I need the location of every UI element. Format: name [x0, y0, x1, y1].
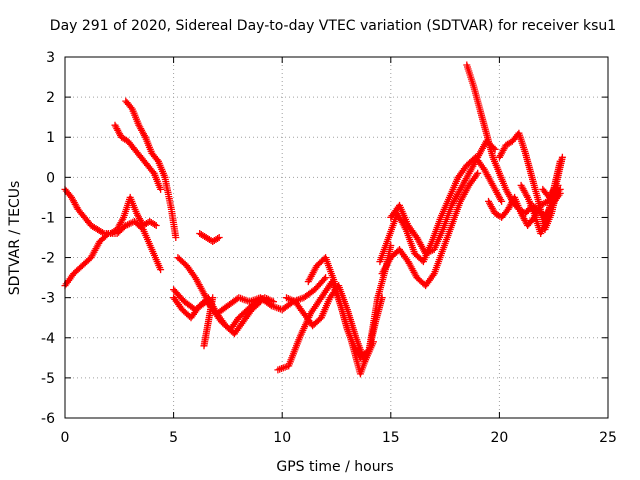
series-arc-4 — [122, 97, 180, 241]
x-tick-label: 15 — [382, 430, 400, 446]
y-tick-label: -4 — [41, 331, 55, 347]
series-arc-15 — [387, 137, 499, 257]
y-tick-label: -2 — [41, 251, 55, 267]
series-arc-14 — [378, 169, 482, 290]
x-tick-label: 0 — [61, 430, 70, 446]
y-axis-label: SDTVAR / TECUs — [7, 181, 23, 296]
y-tick-label: 0 — [46, 170, 55, 186]
y-tick-label: -5 — [41, 371, 55, 387]
x-axis-label: GPS time / hours — [276, 459, 393, 475]
data-points — [376, 153, 506, 266]
data-points — [539, 153, 566, 201]
series-arc-3 — [111, 121, 165, 193]
data-points — [200, 294, 217, 350]
series-arc-12 — [304, 242, 395, 378]
y-tick-label: 2 — [46, 90, 55, 106]
y-tick-label: -1 — [41, 210, 55, 226]
y-tick-label: 3 — [46, 50, 55, 66]
data-points — [304, 242, 395, 378]
y-tick-label: -6 — [41, 411, 55, 427]
data-points — [122, 97, 180, 241]
plot-frame — [64, 56, 609, 419]
x-tick-label: 5 — [169, 430, 178, 446]
series-arc-20 — [539, 153, 566, 201]
y-tick-label: 1 — [46, 130, 55, 146]
series-arc-9 — [200, 294, 217, 350]
series-arc-13 — [376, 153, 506, 266]
y-tick-label: -3 — [41, 291, 55, 307]
data-points — [111, 121, 165, 193]
data-points — [196, 230, 223, 245]
chart-title: Day 291 of 2020, Sidereal Day-to-day VTE… — [50, 18, 616, 34]
x-tick-label: 20 — [490, 430, 508, 446]
x-tick-label: 25 — [599, 430, 617, 446]
data-points — [387, 137, 499, 257]
series-arc-8 — [196, 230, 223, 245]
x-tick-label: 10 — [273, 430, 291, 446]
data-points — [378, 169, 482, 290]
